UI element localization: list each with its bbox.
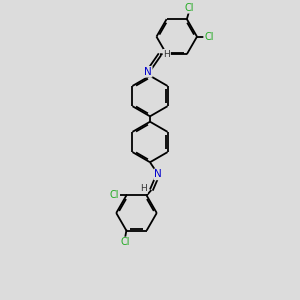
- Text: Cl: Cl: [204, 32, 214, 42]
- Text: N: N: [154, 169, 162, 179]
- Text: Cl: Cl: [184, 3, 194, 13]
- Text: H: H: [164, 50, 170, 59]
- Text: Cl: Cl: [120, 237, 130, 248]
- Text: H: H: [140, 184, 147, 193]
- Text: N: N: [144, 67, 152, 77]
- Text: Cl: Cl: [110, 190, 119, 200]
